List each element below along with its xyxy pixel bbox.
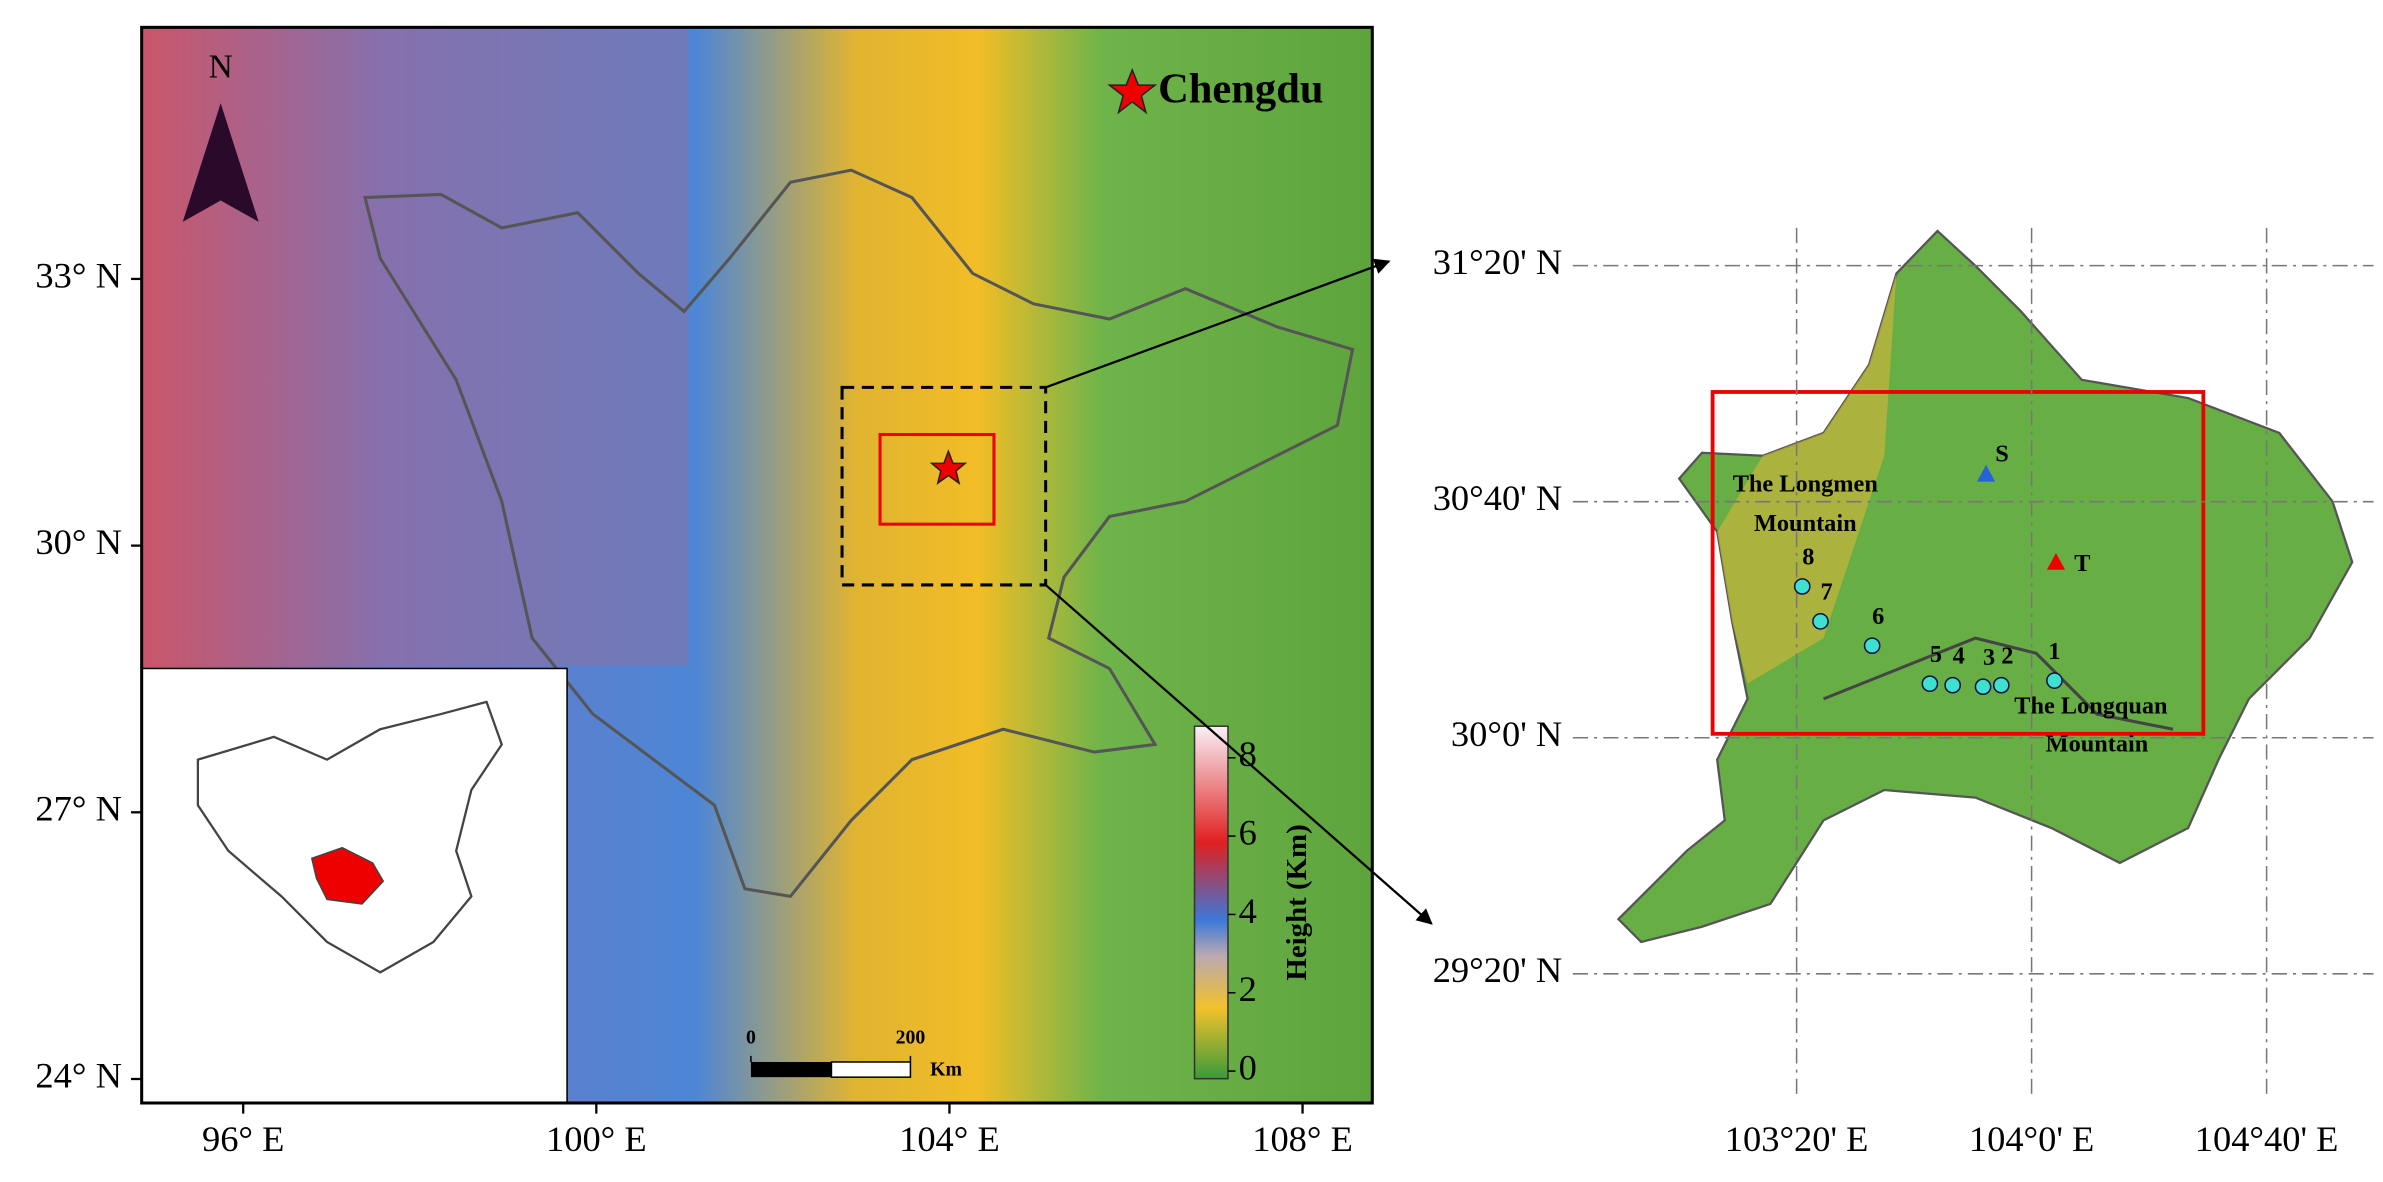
north-label: N — [209, 49, 233, 86]
colorbar-tick-label: 4 — [1239, 891, 1257, 931]
connector — [1044, 584, 1433, 925]
y-tick-label: 29°20' N — [1433, 950, 1563, 990]
colorbar-title: Height (Km) — [1281, 824, 1313, 980]
site-t — [2046, 553, 2066, 570]
scale-unit: Km — [930, 1059, 962, 1081]
y-tick-label: 27° N — [35, 789, 121, 829]
longmen-slope — [1717, 273, 1897, 684]
station-label: 8 — [1802, 544, 1814, 571]
city-label: Chengdu — [1158, 65, 1323, 112]
y-tick-label: 33° N — [35, 255, 121, 295]
x-tick-label: 108° E — [1252, 1119, 1353, 1159]
site-label: S — [1995, 440, 2009, 467]
chengdu-star — [929, 449, 968, 485]
mountain-label: The Longmen — [1733, 471, 1879, 498]
station — [1944, 676, 1962, 694]
x-tick-label: 104°40' E — [2195, 1119, 2339, 1159]
chengdu-region — [1616, 229, 2354, 944]
x-tick-label: 103°20' E — [1725, 1119, 1869, 1159]
y-tick-label: 30°0' N — [1451, 714, 1562, 754]
y-tick-label: 30°40' N — [1433, 478, 1563, 518]
china-outline — [196, 700, 504, 974]
colorbar-tick-label: 2 — [1239, 969, 1257, 1009]
site-s — [1976, 464, 1996, 482]
left-frame — [140, 25, 1374, 1105]
scale-tick-label: 0 — [746, 1027, 756, 1049]
x-tick-label: 104° E — [899, 1119, 1000, 1159]
study-area — [1710, 390, 2206, 736]
sichuan-boundary — [363, 168, 1355, 899]
scale-bar-black — [750, 1061, 832, 1078]
station-label: 2 — [2001, 642, 2013, 669]
station-label: 5 — [1930, 641, 1942, 668]
x-tick-label: 104°0' E — [1969, 1119, 2094, 1159]
x-tick-label: 100° E — [546, 1119, 647, 1159]
chengdu-box — [878, 432, 996, 526]
colorbar-tick-label: 6 — [1239, 812, 1257, 852]
mountain-label: Mountain — [2046, 731, 2149, 758]
longquan-ridge — [1822, 636, 2174, 731]
colorbar-tick-label: 0 — [1239, 1047, 1257, 1087]
station — [1921, 675, 1939, 693]
terrain-highland — [141, 27, 689, 666]
station-label: 3 — [1983, 644, 1995, 671]
station — [1992, 676, 2010, 694]
x-tick-label: 96° E — [202, 1119, 284, 1159]
station — [1863, 637, 1881, 655]
station — [2046, 672, 2063, 689]
station-label: 1 — [2048, 638, 2060, 665]
station — [1793, 578, 1811, 595]
station — [1812, 613, 1829, 630]
study-box — [840, 385, 1048, 587]
sichuan-inset — [310, 846, 385, 905]
scale-tick-label: 200 — [896, 1027, 926, 1049]
colorbar — [1193, 725, 1229, 1080]
station-label: 4 — [1953, 642, 1965, 669]
station-label: 6 — [1872, 603, 1884, 630]
connector — [1045, 258, 1391, 389]
site-label: T — [2074, 550, 2090, 577]
mountain-label: The Longquan — [2014, 693, 2168, 720]
y-tick-label: 30° N — [35, 522, 121, 562]
mountain-label: Mountain — [1754, 510, 1857, 537]
legend-star — [1107, 67, 1158, 115]
y-tick-label: 24° N — [35, 1055, 121, 1095]
scale-bar-white — [830, 1061, 912, 1078]
station-label: 7 — [1820, 579, 1832, 606]
colorbar-tick-label: 8 — [1239, 734, 1257, 774]
north-arrow — [182, 103, 259, 222]
station — [1974, 678, 1992, 696]
y-tick-label: 31°20' N — [1433, 242, 1563, 282]
